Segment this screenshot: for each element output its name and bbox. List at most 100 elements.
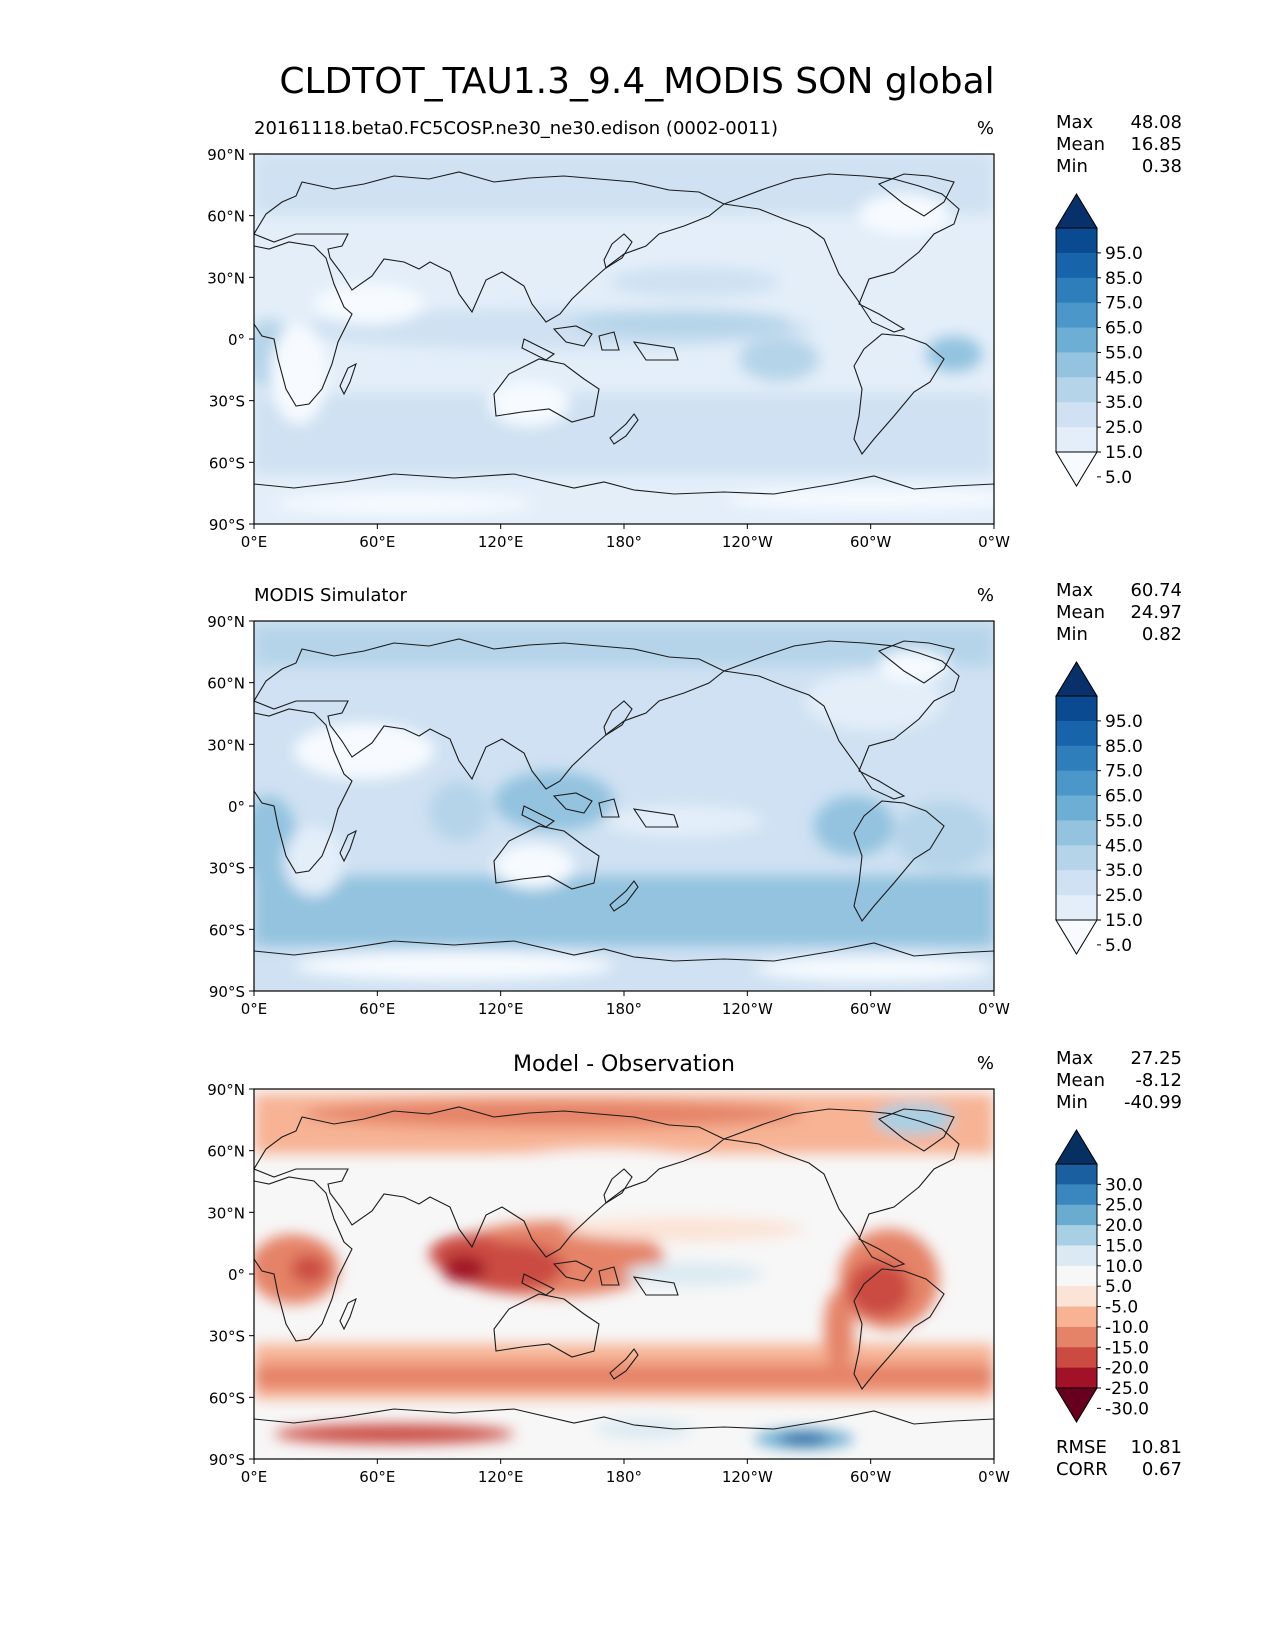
colorbar-segment: [1056, 1286, 1097, 1308]
panel-reference-stats: Max 60.74 Mean 24.97 Min 0.82: [1056, 580, 1182, 645]
panel-difference-field: [254, 1094, 994, 1449]
coastline-antarctica: [254, 473, 994, 495]
coastline-madagascar: [339, 362, 357, 396]
panel-difference-title: Model - Observation: [513, 1052, 735, 1077]
lon-tick-label: 60°W: [850, 1000, 892, 1018]
colorbar-tick-label: -10.0: [1105, 1318, 1149, 1338]
lon-tick-label: 60°E: [359, 1000, 395, 1018]
coastline-south-america: [853, 333, 945, 455]
field-blob: [804, 671, 944, 731]
colorbar-tick-label: 35.0: [1105, 393, 1143, 413]
field-band: [254, 1364, 994, 1389]
stat-mean-label: Mean: [1056, 602, 1105, 623]
colorbar-extend-min: [1055, 919, 1098, 955]
lon-tick-label: 0°W: [978, 533, 1010, 551]
lat-tick-label: 60°S: [209, 454, 245, 472]
panel-reference: MODIS Simulator %: [207, 585, 1010, 1018]
colorbar-tick-label: 45.0: [1105, 368, 1143, 388]
lat-tick-label: 90°N: [207, 1081, 245, 1099]
coastline-eurasia: [254, 171, 726, 323]
figure-title: CLDTOT_TAU1.3_9.4_MODIS SON global: [279, 61, 994, 102]
stat-max-label: Max: [1056, 580, 1094, 601]
colorbar-segment: [1056, 1367, 1097, 1389]
colorbar-frame: [1055, 695, 1098, 921]
panel-difference: Model - Observation %: [207, 1052, 1010, 1486]
colorbar-tick-label: 25.0: [1105, 886, 1143, 906]
colorbar-segment: [1056, 895, 1097, 921]
colorbar-segment: [1056, 1184, 1097, 1206]
colorbar-segment: [1056, 745, 1097, 772]
panel-test-units: %: [977, 118, 994, 139]
panel-difference-extra-stats: RMSE 10.81 CORR 0.67: [1056, 1437, 1182, 1480]
stat-max-value: 27.25: [1130, 1048, 1182, 1069]
panel-test-lon-ticks: 0°E 60°E 120°E 180° 120°W 60°W 0°W: [241, 524, 1010, 551]
coastline-north-america: [723, 1108, 960, 1268]
lat-tick-label: 60°S: [209, 1389, 245, 1407]
panel-test-field: [254, 154, 994, 524]
colorbar-tick-label: 95.0: [1105, 712, 1143, 732]
stat-max-label: Max: [1056, 112, 1094, 133]
lon-tick-label: 60°W: [850, 1468, 892, 1486]
colorbar-tick-label: 10.0: [1105, 1257, 1143, 1277]
stat-rmse-value: 10.81: [1130, 1437, 1182, 1458]
colorbar-segment: [1056, 1265, 1097, 1287]
colorbar-segment: [1056, 277, 1097, 304]
lon-tick-label: 0°W: [978, 1468, 1010, 1486]
colorbar-extend-min: [1055, 451, 1098, 487]
field-blob: [442, 1255, 486, 1283]
colorbar-tick-label: 35.0: [1105, 861, 1143, 881]
panel-difference-units: %: [977, 1053, 994, 1074]
colorbar-segment: [1056, 302, 1097, 329]
colorbar-tick-label: -15.0: [1105, 1338, 1149, 1358]
lon-tick-label: 120°E: [478, 1468, 524, 1486]
lat-tick-label: 30°S: [209, 860, 245, 878]
field-blob: [291, 1255, 327, 1283]
stat-max-value: 60.74: [1130, 580, 1182, 601]
panel-reference-coastlines: [254, 638, 994, 962]
field-blob: [814, 796, 894, 856]
coastline-africa: [254, 1176, 353, 1342]
colorbar-segment: [1056, 228, 1097, 254]
lon-tick-label: 180°: [606, 1468, 642, 1486]
lat-tick-label: 60°N: [207, 208, 245, 226]
coastline-japan: [603, 700, 633, 736]
colorbar-tick-label: 5.0: [1105, 1277, 1132, 1297]
coastline-africa: [254, 241, 353, 407]
colorbar-segment: [1056, 1306, 1097, 1328]
field-blob: [604, 805, 764, 837]
field-blob: [874, 1103, 954, 1135]
lat-tick-label: 60°N: [207, 1143, 245, 1161]
field-blob: [794, 224, 914, 274]
stat-corr-value: 0.67: [1142, 1459, 1182, 1480]
colorbar-segment: [1056, 870, 1097, 896]
lon-tick-label: 120°W: [722, 533, 773, 551]
colorbar-extend-max: [1055, 1129, 1098, 1165]
lat-tick-label: 90°S: [209, 1451, 245, 1469]
field-blob: [304, 1100, 804, 1128]
panel-test: 20161118.beta0.FC5COSP.ne30_ne30.edison …: [207, 118, 1010, 551]
colorbar-segment: [1056, 820, 1097, 846]
field-blob: [624, 1262, 764, 1286]
panel-reference-title: MODIS Simulator: [254, 585, 407, 606]
colorbar-tick-label: -20.0: [1105, 1359, 1149, 1379]
panel-reference-lon-ticks: 0°E 60°E 120°E 180° 120°W 60°W 0°W: [241, 991, 1010, 1018]
field-blob: [429, 781, 489, 841]
lon-tick-label: 120°E: [478, 1000, 524, 1018]
lat-tick-label: 90°S: [209, 516, 245, 534]
lat-tick-label: 30°N: [207, 736, 245, 754]
lon-tick-label: 60°W: [850, 533, 892, 551]
colorbar-extend-min: [1055, 1387, 1098, 1423]
lat-tick-label: 30°N: [207, 269, 245, 287]
coastline-africa: [254, 708, 353, 874]
lon-tick-label: 0°E: [241, 1000, 268, 1018]
panel-difference-lat-ticks: 90°N 60°N 30°N 0° 30°S 60°S 90°S: [207, 1081, 254, 1469]
coastline-new-zealand: [609, 1348, 639, 1380]
coastline-eurasia: [254, 1106, 726, 1258]
stat-min-value: -40.99: [1124, 1092, 1182, 1113]
lon-tick-label: 120°E: [478, 533, 524, 551]
panel-reference-lat-ticks: 90°N 60°N 30°N 0° 30°S 60°S 90°S: [207, 613, 254, 1001]
coastline-antarctica: [254, 940, 994, 962]
lat-tick-label: 0°: [228, 1266, 245, 1284]
colorbar-extend-max: [1055, 193, 1098, 229]
stat-corr-label: CORR: [1056, 1459, 1108, 1480]
